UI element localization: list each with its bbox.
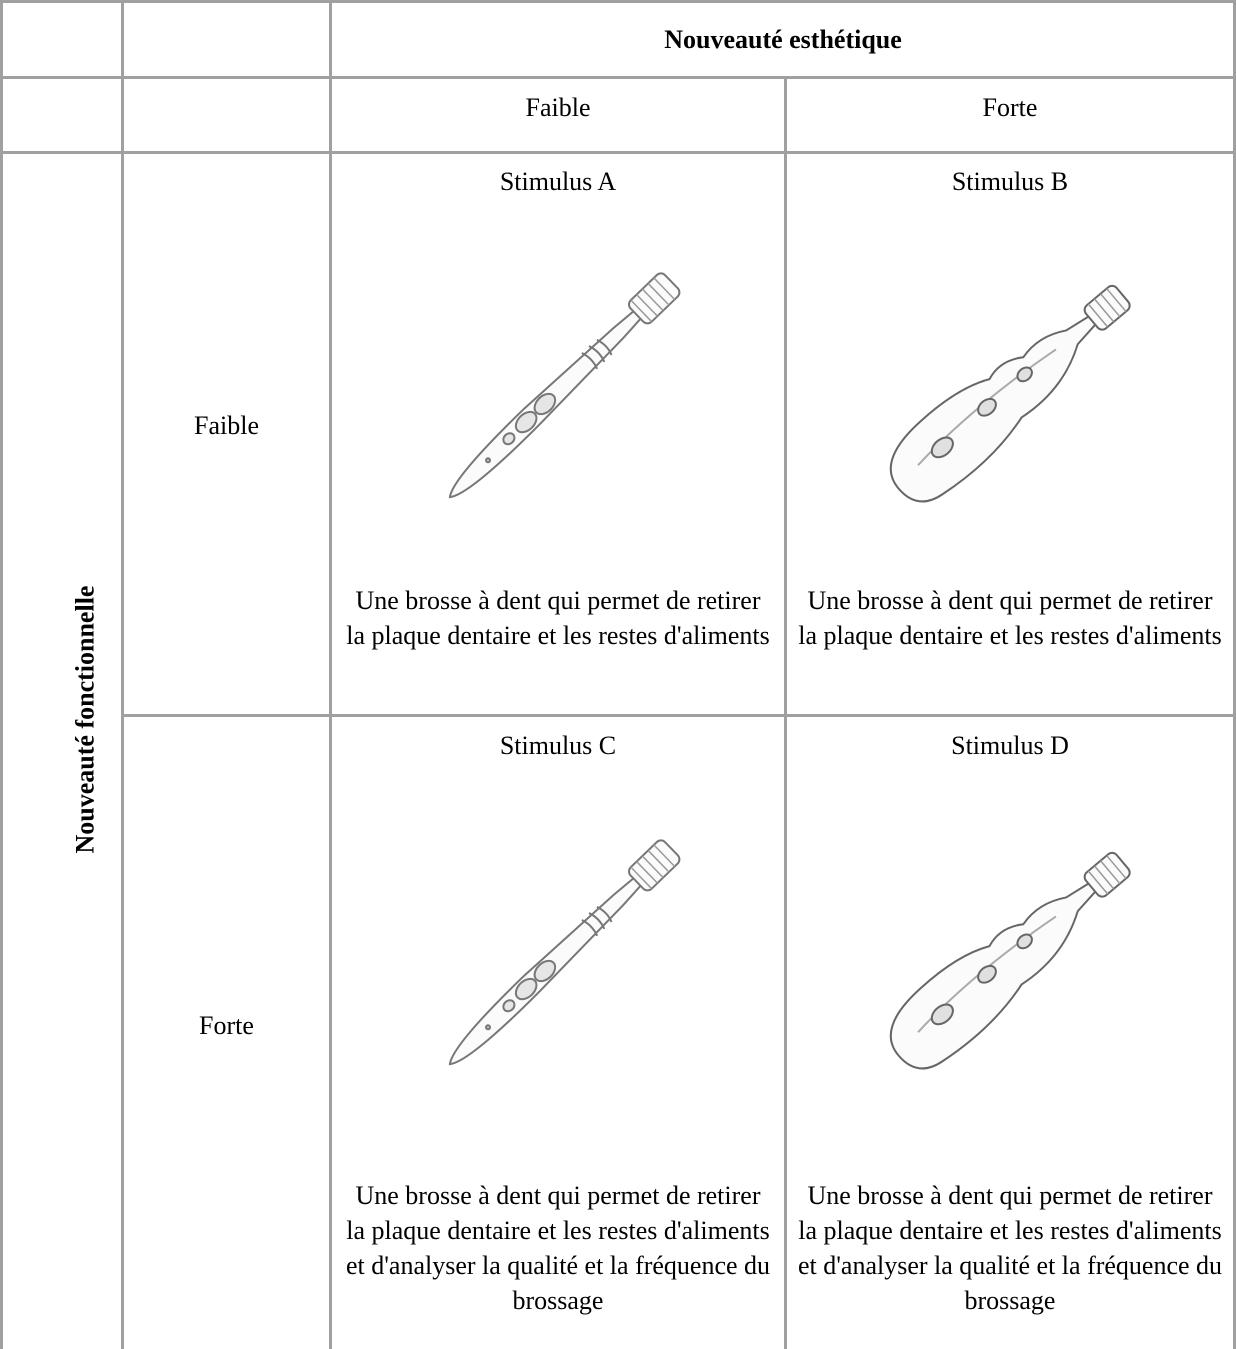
stimulus-label: Stimulus B [951,167,1069,196]
border [121,0,124,1349]
stimulus-description: Une brosse à dent qui permet de retirer … [345,1181,771,1315]
stimulus-label: Stimulus D [951,731,1069,760]
row-level: Faible [194,411,259,440]
stimulus-label: Stimulus C [499,731,617,760]
toothbrush-image [850,228,1170,548]
column-level: Forte [982,93,1038,122]
stimulus-label: Stimulus A [499,167,617,196]
border [121,714,1236,717]
column-header: Nouveauté esthétique [664,25,902,54]
stimulus-description: Une brosse à dent qui permet de retirer … [798,586,1222,650]
border [0,76,1236,79]
column-level: Faible [525,93,591,122]
stimulus-description: Une brosse à dent qui permet de retirer … [346,586,770,650]
border [329,0,332,1349]
row-header: Nouveauté fonctionnelle [70,585,100,854]
row-level: Forte [199,1011,254,1040]
toothbrush-image [400,795,720,1115]
border [0,0,1236,3]
border [1233,0,1236,1349]
border [0,151,1236,154]
stimulus-description: Une brosse à dent qui permet de retirer … [797,1181,1223,1315]
toothbrush-image [850,795,1170,1115]
border [0,0,3,1349]
toothbrush-image [400,228,720,548]
border [784,77,787,1349]
